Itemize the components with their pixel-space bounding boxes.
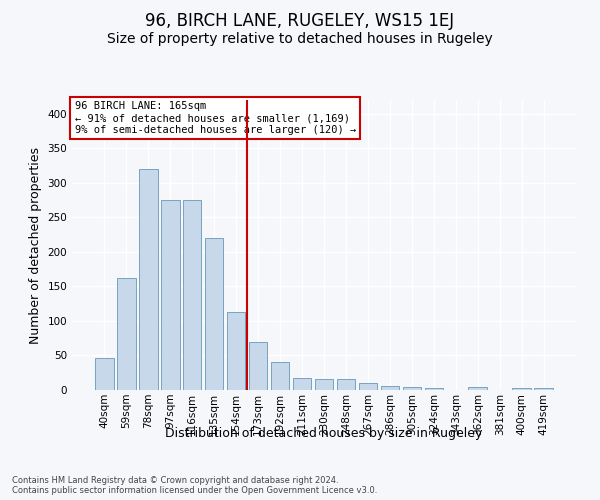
Bar [469,387,487,390]
Y-axis label: Number of detached properties: Number of detached properties [29,146,42,344]
Bar [293,378,311,390]
Bar [535,388,553,390]
Bar [249,342,268,390]
Text: 96 BIRCH LANE: 165sqm
← 91% of detached houses are smaller (1,169)
9% of semi-de: 96 BIRCH LANE: 165sqm ← 91% of detached … [74,102,356,134]
Bar [403,387,421,390]
Bar [271,362,289,390]
Bar [512,388,531,390]
Bar [183,200,202,390]
Bar [337,379,355,390]
Text: Size of property relative to detached houses in Rugeley: Size of property relative to detached ho… [107,32,493,46]
Bar [117,278,136,390]
Text: Contains HM Land Registry data © Crown copyright and database right 2024.
Contai: Contains HM Land Registry data © Crown c… [12,476,377,495]
Bar [425,388,443,390]
Bar [359,383,377,390]
Bar [205,238,223,390]
Text: Distribution of detached houses by size in Rugeley: Distribution of detached houses by size … [166,428,482,440]
Bar [95,358,113,390]
Bar [161,200,179,390]
Bar [314,379,334,390]
Bar [139,169,158,390]
Text: 96, BIRCH LANE, RUGELEY, WS15 1EJ: 96, BIRCH LANE, RUGELEY, WS15 1EJ [145,12,455,30]
Bar [380,386,399,390]
Bar [227,312,245,390]
